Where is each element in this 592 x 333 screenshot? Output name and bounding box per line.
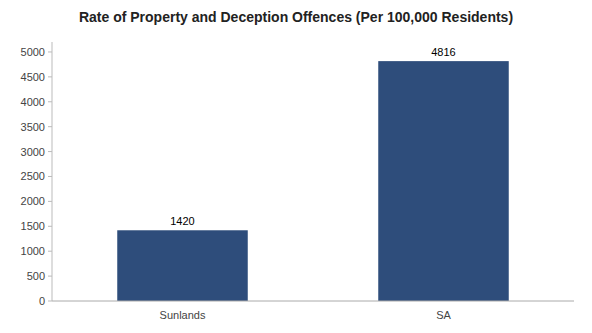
x-tick-label: Sunlands <box>160 309 206 321</box>
y-tick-label: 3500 <box>21 121 45 133</box>
y-tick-label: 4000 <box>21 96 45 108</box>
chart: Rate of Property and Deception Offences … <box>0 0 592 333</box>
y-tick <box>48 101 52 102</box>
chart-container: Rate of Property and Deception Offences … <box>0 0 592 333</box>
y-tick-label: 3000 <box>21 146 45 158</box>
y-tick <box>48 276 52 277</box>
y-tick <box>48 76 52 77</box>
y-tick <box>48 301 52 302</box>
y-tick <box>48 176 52 177</box>
y-tick-label: 2500 <box>21 170 45 182</box>
y-tick <box>48 126 52 127</box>
y-tick <box>48 151 52 152</box>
data-label: 1420 <box>170 215 194 227</box>
y-tick-label: 5000 <box>21 46 45 58</box>
y-tick <box>48 51 52 52</box>
y-tick-label: 2000 <box>21 195 45 207</box>
x-axis-line <box>52 301 574 302</box>
bar <box>378 61 509 301</box>
y-tick-label: 1000 <box>21 245 45 257</box>
y-tick-label: 500 <box>27 270 45 282</box>
bar <box>117 230 248 301</box>
y-tick-label: 4500 <box>21 71 45 83</box>
bars <box>117 61 509 301</box>
y-tick <box>48 251 52 252</box>
y-tick-label: 1500 <box>21 220 45 232</box>
y-tick-label: 0 <box>39 295 45 307</box>
y-tick <box>48 226 52 227</box>
data-label: 4816 <box>431 46 455 58</box>
x-tick-label: SA <box>436 309 451 321</box>
y-axis-line <box>52 42 53 301</box>
title: Rate of Property and Deception Offences … <box>79 9 513 25</box>
y-tick <box>48 201 52 202</box>
